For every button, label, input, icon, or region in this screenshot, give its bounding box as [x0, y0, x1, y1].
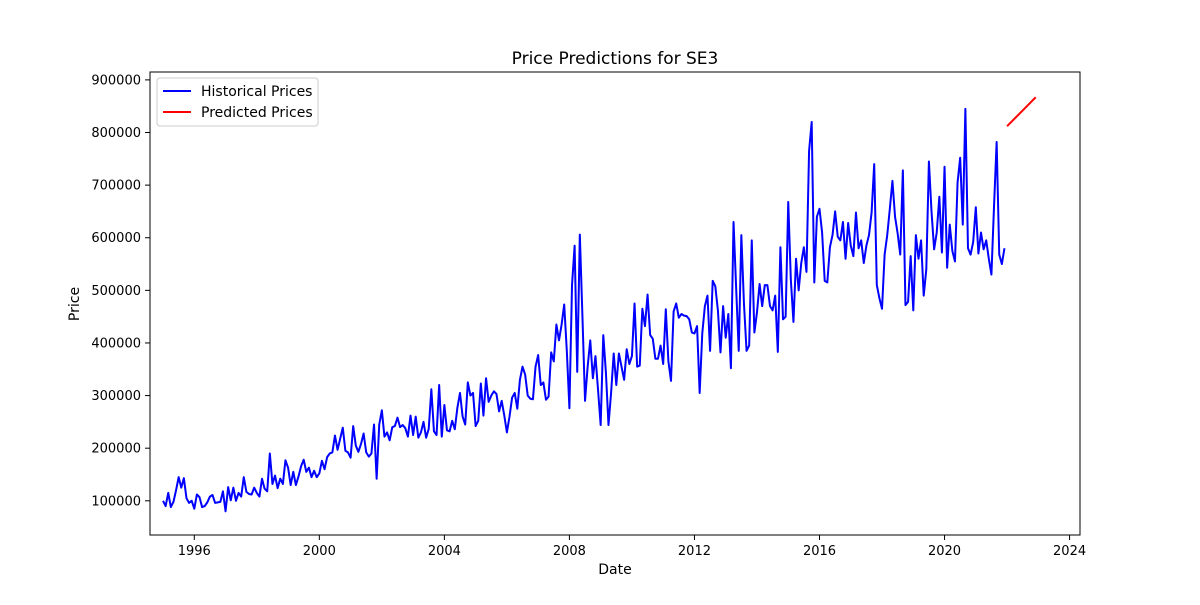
y-axis-title: Price [67, 287, 83, 321]
legend-label-predicted-prices: Predicted Prices [201, 105, 313, 121]
y-tick-label: 800000 [91, 126, 141, 141]
y-axis: 100000 200000 300000 400000 500000 600000 7000… [91, 73, 150, 509]
x-tick-label: 2008 [553, 544, 586, 559]
y-tick-label: 500000 [91, 284, 141, 299]
y-tick-label: 700000 [91, 179, 141, 194]
y-tick-label: 100000 [91, 494, 141, 509]
y-tick-label: 400000 [91, 336, 141, 351]
x-axis: 1996 2000 2004 2008 2012 2016 2020 2024 [178, 535, 1086, 559]
legend-box [156, 77, 319, 127]
y-tick-label: 600000 [91, 231, 141, 246]
y-tick-label: 900000 [91, 73, 141, 88]
series-layer [162, 96, 1037, 513]
legend: Historical Prices Predicted Prices [156, 77, 319, 127]
x-tick-label: 2000 [303, 544, 336, 559]
x-tick-label: 2004 [428, 544, 461, 559]
x-tick-label: 2020 [928, 544, 961, 559]
plot-frame [149, 71, 1081, 536]
x-tick-label: 2024 [1053, 544, 1086, 559]
x-tick-label: 1996 [178, 544, 211, 559]
legend-label-historical-prices: Historical Prices [201, 84, 312, 100]
chart-title: Price Predictions for SE3 [512, 49, 719, 69]
x-tick-label: 2012 [678, 544, 711, 559]
x-tick-label: 2016 [803, 544, 836, 559]
series-line-historical-prices [162, 107, 1006, 513]
series-line-predicted-prices [1006, 96, 1037, 127]
y-tick-label: 300000 [91, 389, 141, 404]
x-axis-title: Date [598, 562, 631, 578]
y-tick-label: 200000 [91, 442, 141, 457]
